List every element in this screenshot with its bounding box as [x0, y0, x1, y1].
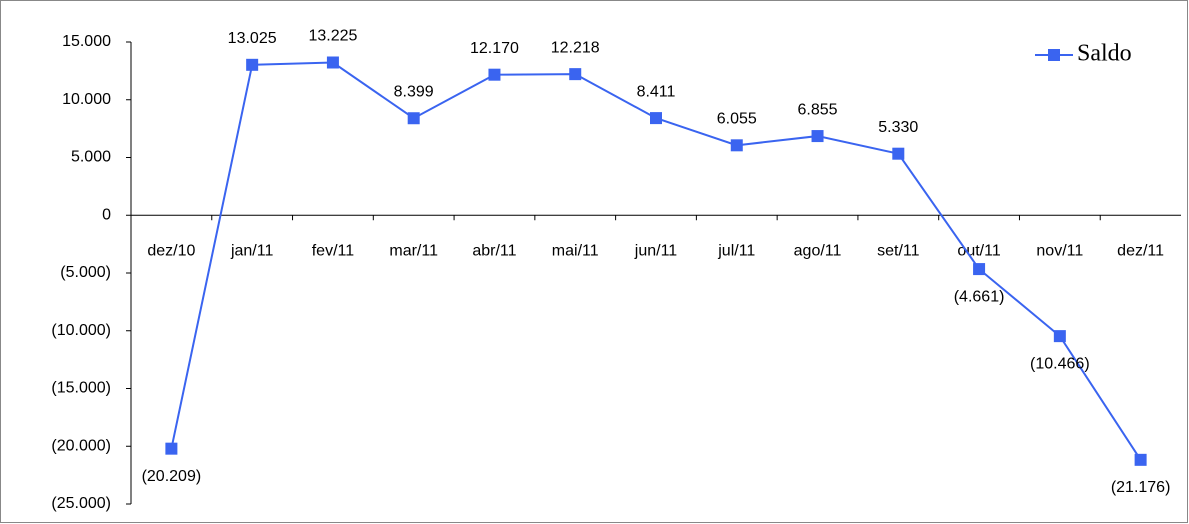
y-tick-label: (10.000) [51, 322, 111, 339]
point-marker [407, 112, 420, 125]
x-tick-label: jul/11 [717, 242, 755, 259]
x-tick-label: set/11 [877, 242, 920, 259]
point-marker [246, 58, 259, 71]
data-label: 8.399 [394, 83, 434, 100]
data-label: (20.209) [142, 468, 202, 485]
y-tick-label: 0 [102, 206, 111, 223]
point-marker [165, 442, 178, 455]
y-tick-label: 5.000 [71, 149, 111, 166]
data-label: 6.855 [798, 101, 838, 118]
y-tick-label: 15.000 [62, 33, 111, 50]
data-label: (4.661) [954, 288, 1005, 305]
data-label: 6.055 [717, 111, 757, 128]
x-tick-label: fev/11 [312, 242, 355, 259]
data-label: 8.411 [637, 83, 676, 100]
point-marker [1134, 453, 1147, 466]
point-marker [569, 68, 582, 81]
y-tick-label: (15.000) [51, 380, 111, 397]
data-label: 13.225 [308, 28, 357, 45]
point-marker [892, 147, 905, 160]
x-tick-label: jun/11 [634, 242, 678, 259]
x-tick-label: mar/11 [389, 242, 438, 259]
data-label: 5.330 [878, 119, 918, 136]
point-marker [650, 112, 662, 125]
x-tick-label: dez/10 [147, 242, 195, 259]
point-marker [326, 56, 339, 69]
point-marker [1053, 330, 1066, 343]
legend-marker [1048, 49, 1060, 61]
data-label: 12.218 [551, 39, 600, 56]
y-tick-label: (25.000) [51, 495, 111, 512]
y-tick-label: (20.000) [51, 437, 111, 454]
data-label: 12.170 [470, 40, 519, 57]
point-marker [730, 139, 743, 152]
data-label: (10.466) [1030, 355, 1090, 372]
point-marker [811, 130, 824, 143]
x-tick-label: nov/11 [1036, 242, 1083, 259]
y-tick-label: (5.000) [60, 264, 111, 281]
x-tick-label: abr/11 [472, 242, 516, 259]
data-label: 13.025 [228, 30, 277, 47]
point-marker [488, 68, 501, 81]
x-tick-label: out/11 [957, 242, 1000, 259]
y-tick-label: 10.000 [62, 91, 111, 108]
data-label: (21.176) [1111, 479, 1171, 496]
x-tick-label: ago/11 [794, 242, 842, 259]
x-tick-label: dez/11 [1117, 242, 1164, 259]
x-tick-label: jan/11 [230, 242, 274, 259]
x-tick-label: mai/11 [552, 242, 599, 259]
legend-label: Saldo [1077, 41, 1132, 67]
point-marker [973, 263, 986, 276]
